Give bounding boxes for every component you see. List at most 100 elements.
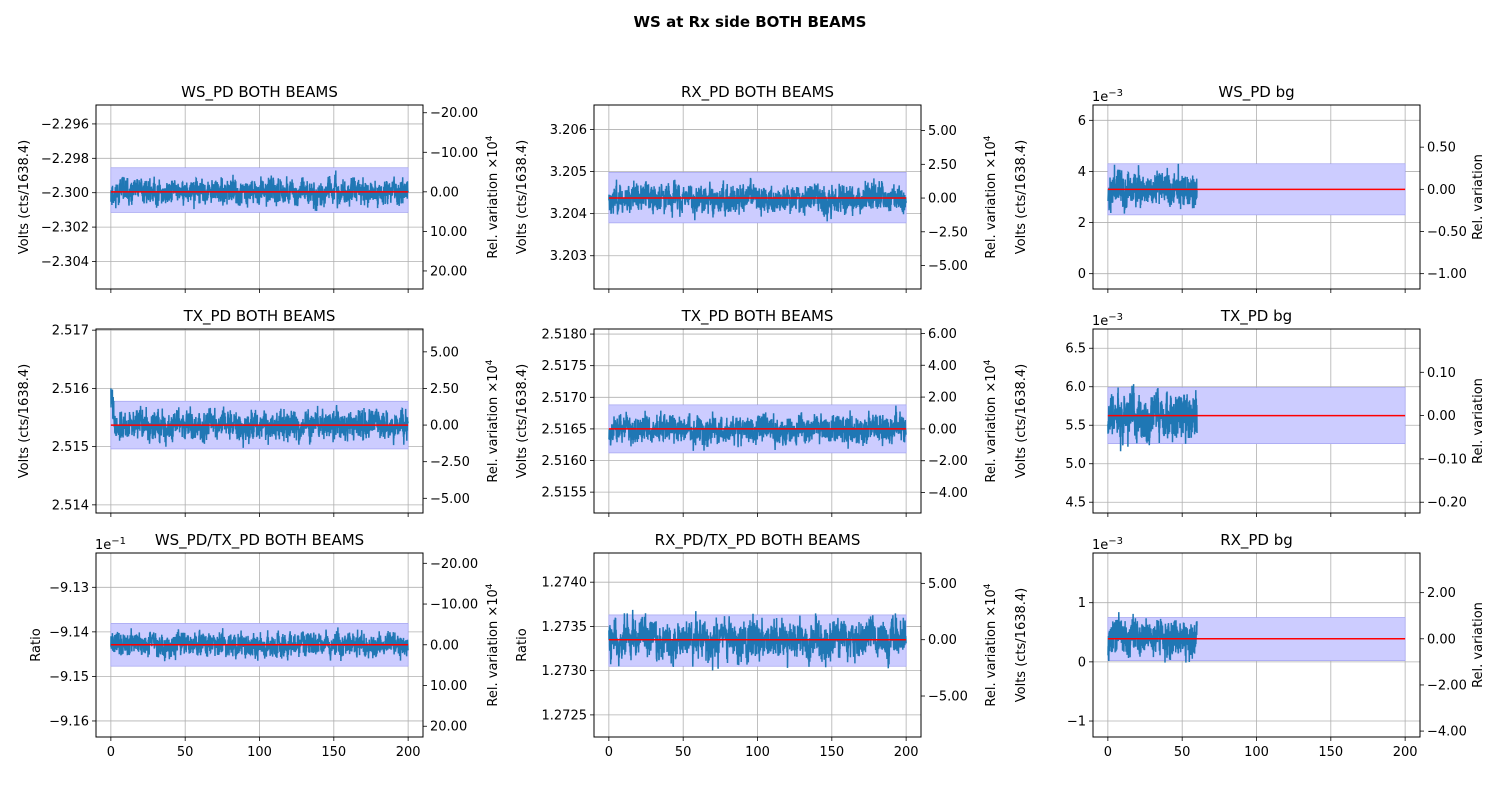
offset-text: 1e−3 <box>1092 536 1123 553</box>
right-axis-label-exponent: 4 <box>485 135 495 141</box>
right-tick-label: −5.00 <box>928 690 968 705</box>
y-tick-label: 6.5 <box>1065 342 1086 357</box>
offset-text-exponent: −3 <box>1108 312 1123 323</box>
right-axis-label-text: Rel. variation ×10 <box>984 589 999 706</box>
y-axis-label: Volts (cts/1638.4) <box>17 364 32 478</box>
right-axis-label: Rel. variation ×104 <box>485 359 501 482</box>
x-tick-label: 0 <box>605 745 613 760</box>
right-axis-label-exponent: 4 <box>983 583 993 589</box>
y-tick-label: 0 <box>1078 267 1086 282</box>
right-tick-label: −4.00 <box>928 486 968 501</box>
y-tick-label: 2.516 <box>52 382 89 397</box>
y-tick-label: 2.514 <box>52 498 89 513</box>
right-tick-label: −10.00 <box>430 146 478 161</box>
right-tick-label: 10.00 <box>430 225 467 240</box>
series-line <box>1107 163 1198 214</box>
right-tick-label: 10.00 <box>430 679 467 694</box>
series-line <box>110 388 409 448</box>
right-tick-label: 0.00 <box>1427 632 1456 647</box>
x-tick-label: 50 <box>177 745 194 760</box>
offset-text: 1e−3 <box>1092 88 1123 105</box>
series-line <box>110 170 409 212</box>
offset-text-exponent: −1 <box>111 536 126 547</box>
y-tick-label: 2.517 <box>52 324 89 339</box>
y-tick-label: −2.296 <box>41 117 89 132</box>
y-tick-label: −9.16 <box>49 714 89 729</box>
offset-text-base: 1e <box>95 538 111 553</box>
y-tick-label: 4.5 <box>1065 496 1086 511</box>
x-tick-label: 200 <box>396 745 421 760</box>
x-tick-label: 200 <box>894 745 919 760</box>
panel-title: RX_PD/TX_PD BOTH BEAMS <box>655 531 861 550</box>
right-tick-label: 0.00 <box>430 419 459 434</box>
chart-panel-9: 0 50 100 150 200 1 0 −1 2.00 0.00 −2.00 −4.00 RX_PD … <box>1014 531 1486 760</box>
right-axis-label: Rel. variation ×104 <box>485 135 501 258</box>
right-tick-label: −1.00 <box>1427 267 1467 282</box>
y-tick-label: 2.5175 <box>542 359 588 374</box>
right-tick-label: −5.00 <box>430 492 470 507</box>
panel-title: TX_PD bg <box>1220 307 1292 326</box>
right-tick-label: 2.00 <box>928 391 957 406</box>
y-tick-label: 0 <box>1078 655 1086 670</box>
right-tick-label: −4.00 <box>1427 725 1467 740</box>
x-tick-label: 150 <box>1318 745 1343 760</box>
y-tick-label: −2.298 <box>41 152 89 167</box>
right-tick-label: 0.50 <box>1427 141 1456 156</box>
right-axis-label-exponent: 4 <box>485 583 495 589</box>
panel-title: WS_PD/TX_PD BOTH BEAMS <box>155 531 364 550</box>
panel-title: WS_PD bg <box>1218 83 1294 102</box>
right-axis-label-text: Rel. variation <box>1471 602 1486 688</box>
offset-text: 1e−3 <box>1092 312 1123 329</box>
right-tick-label: 4.00 <box>928 359 957 374</box>
series-line <box>110 627 409 662</box>
x-tick-label: 0 <box>1104 745 1112 760</box>
panel-title: TX_PD BOTH BEAMS <box>681 307 834 326</box>
right-axis-label: Rel. variation ×104 <box>983 135 999 258</box>
y-tick-label: 4 <box>1078 165 1086 180</box>
right-axis-label: Rel. variation ×104 <box>485 583 501 706</box>
series-line <box>608 177 907 222</box>
right-tick-label: 0.00 <box>928 633 957 648</box>
panel-title: RX_PD BOTH BEAMS <box>681 83 834 102</box>
series-line <box>608 609 907 671</box>
y-tick-label: 6 <box>1078 114 1086 129</box>
y-axis-label: Volts (cts/1638.4) <box>1014 140 1029 254</box>
chart-panel-6: 6.5 6.0 5.5 5.0 4.5 0.10 0.00 −0.10 −0.20 TX_PD b… <box>1014 307 1486 517</box>
y-tick-label: −1 <box>1067 715 1086 730</box>
y-axis-label: Volts (cts/1638.4) <box>515 140 530 254</box>
chart-panel-3: 6 4 2 0 0.50 0.00 −0.50 −1.00 WS_PD bg Volts (cts… <box>1014 83 1486 293</box>
right-axis-label: Rel. variation ×104 <box>983 583 999 706</box>
y-tick-label: 5.5 <box>1065 419 1086 434</box>
right-tick-label: −2.00 <box>1427 678 1467 693</box>
y-tick-label: 6.0 <box>1065 380 1086 395</box>
right-tick-label: 5.00 <box>430 345 459 360</box>
right-axis-label: Rel. variation <box>1471 602 1486 688</box>
y-tick-label: 2.5180 <box>542 328 588 343</box>
y-tick-label: 3.203 <box>550 249 587 264</box>
panel-title: TX_PD BOTH BEAMS <box>183 307 336 326</box>
chart-panel-1: −2.296 −2.298 −2.300 −2.302 −2.304 −20.00 −10.… <box>17 83 501 293</box>
right-tick-label: 5.00 <box>928 577 957 592</box>
y-tick-label: 1.2725 <box>542 708 588 723</box>
y-tick-label: −9.14 <box>49 625 89 640</box>
right-tick-label: 0.00 <box>430 638 459 653</box>
offset-text-exponent: −3 <box>1108 536 1123 547</box>
offset-text-exponent: −3 <box>1108 88 1123 99</box>
chart-panel-7: 0 50 100 150 200 −9.13 −9.14 −9.15 −9.16 −20.00 −1… <box>29 531 501 760</box>
y-tick-label: 5.0 <box>1065 457 1086 472</box>
right-tick-label: −0.50 <box>1427 225 1467 240</box>
x-tick-label: 200 <box>1393 745 1418 760</box>
right-axis-label-text: Rel. variation ×10 <box>984 141 999 258</box>
y-tick-label: 3.204 <box>550 207 587 222</box>
y-axis-label: Ratio <box>29 628 44 661</box>
y-tick-label: −2.304 <box>41 255 89 270</box>
chart-panel-2: 3.206 3.205 3.204 3.203 5.00 2.50 0.00 −2.50 −5.… <box>515 83 999 293</box>
right-tick-label: 0.10 <box>1427 366 1456 381</box>
right-tick-label: 20.00 <box>430 720 467 735</box>
right-axis-label-text: Rel. variation ×10 <box>486 141 501 258</box>
y-axis-label: Volts (cts/1638.4) <box>1014 588 1029 702</box>
panel-title: RX_PD bg <box>1220 531 1293 550</box>
y-axis-label: Volts (cts/1638.4) <box>515 364 530 478</box>
right-axis-label: Rel. variation <box>1471 154 1486 240</box>
right-tick-label: 2.50 <box>430 382 459 397</box>
